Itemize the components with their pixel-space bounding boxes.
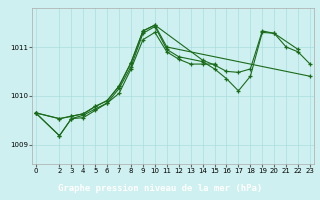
Text: Graphe pression niveau de la mer (hPa): Graphe pression niveau de la mer (hPa) [58, 184, 262, 193]
